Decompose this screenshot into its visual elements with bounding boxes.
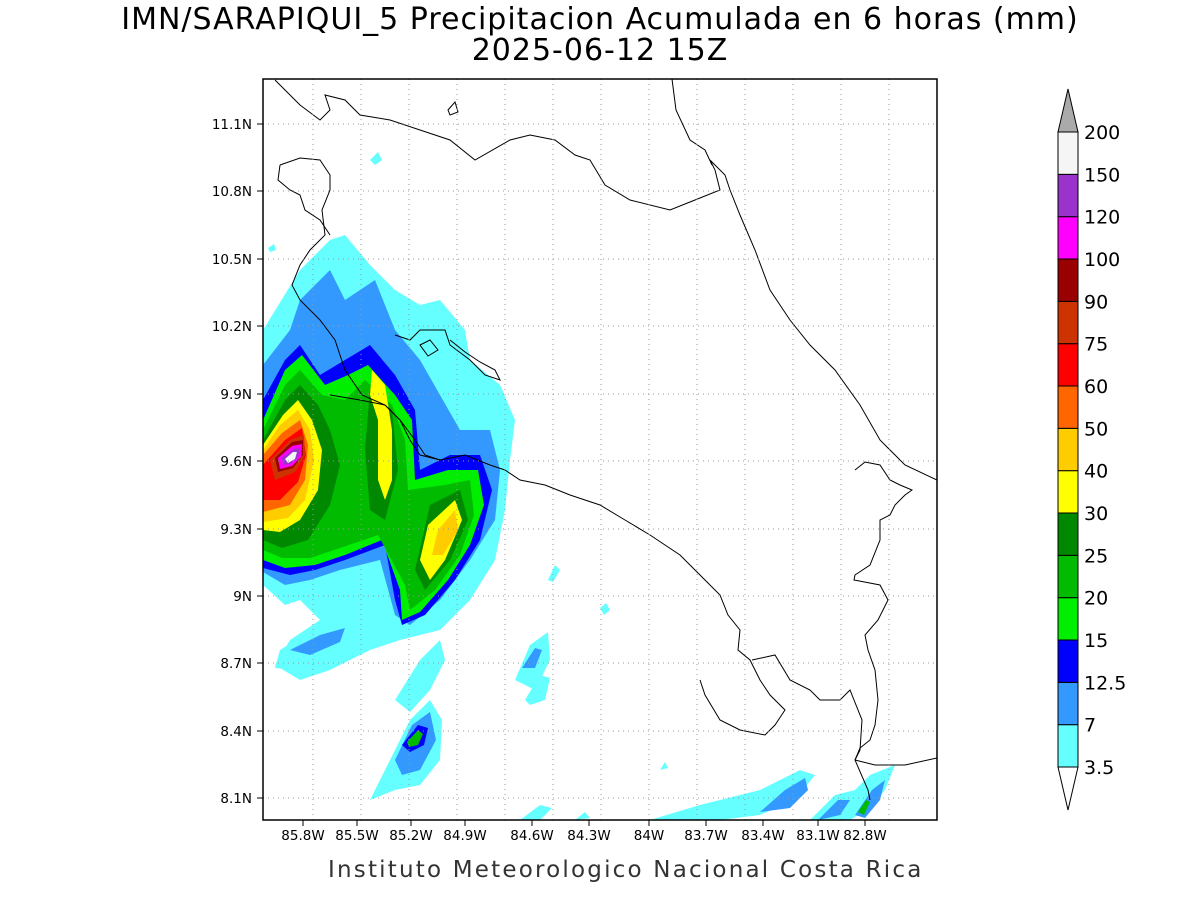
lat-tick-label: 11.1N <box>212 117 252 133</box>
precip-blob-2 <box>548 565 560 582</box>
colorbar-cell <box>1057 724 1079 768</box>
coastline-pacific-north <box>279 157 786 736</box>
colorbar-level-label: 12.5 <box>1084 672 1126 694</box>
colorbar-level-label: 40 <box>1084 461 1108 483</box>
lat-tick-label: 9N <box>233 589 252 605</box>
latitude-labels: 11.1N 10.8N 10.5N 10.2N 9.9N 9.6N 9.3N 9… <box>212 117 252 807</box>
coastlines <box>274 79 937 801</box>
lat-tick-label: 10.8N <box>212 184 252 200</box>
colorbar-cell <box>1057 427 1079 472</box>
coastline-island-2 <box>447 100 459 116</box>
colorbar-labels: 3.5 7 12.5 15 20 25 30 40 50 60 75 90 100 120 150 200 <box>1084 122 1126 779</box>
precip-band-south-1b <box>290 628 345 655</box>
longitude-labels: 85.8W 85.5W 85.2W 84.9W 84.6W 84.3W 84W … <box>281 828 886 844</box>
colorbar-cell <box>1057 470 1079 514</box>
colorbar-top-triangle-icon <box>1057 88 1079 133</box>
precip-band-south-3 <box>395 640 445 712</box>
precip-blob-4 <box>268 244 276 252</box>
lon-tick-label: 84W <box>634 828 665 844</box>
coastline-north-caribbean <box>671 79 713 166</box>
lon-tick-label: 82.8W <box>843 828 886 844</box>
colorbar-level-label: 30 <box>1084 503 1108 525</box>
border-nicaragua-costa-rica <box>329 394 441 461</box>
colorbar-cells <box>1057 131 1079 768</box>
map-title: IMN/SARAPIQUI_5 Precipitacion Acumulada … <box>121 2 1079 37</box>
colorbar-level-label: 90 <box>1084 291 1108 313</box>
colorbar-cell <box>1057 258 1079 302</box>
precip-band-southeast-4 <box>818 780 885 820</box>
coastline-nicaragua-lake <box>274 79 731 211</box>
colorbar-level-label: 100 <box>1084 249 1120 271</box>
precip-band-south-6 <box>520 762 668 820</box>
colorbar-level-label: 60 <box>1084 376 1108 398</box>
lon-tick-label: 84.9W <box>443 828 486 844</box>
lat-tick-label: 9.6N <box>220 454 252 470</box>
precip-band-southeast-3 <box>810 765 895 820</box>
lat-tick-label: 9.9N <box>220 387 252 403</box>
graticule-grid <box>263 79 937 820</box>
colorbar-level-label: 3.5 <box>1084 757 1114 779</box>
colorbar-cell <box>1057 173 1079 218</box>
precip-band-southeast-2 <box>760 778 808 812</box>
precip-band-south-2d <box>407 730 423 747</box>
lon-tick-label: 83.1W <box>796 828 839 844</box>
coastline-gulf-nicoya <box>394 329 501 381</box>
precip-contour-200 <box>285 452 297 463</box>
precip-blob-1 <box>600 603 610 615</box>
colorbar-level-label: 7 <box>1084 715 1096 737</box>
colorbar-cell <box>1057 385 1079 429</box>
precip-band-southeast-5 <box>858 800 870 815</box>
precip-band-south-5 <box>525 675 550 705</box>
lon-tick-label: 85.8W <box>281 828 324 844</box>
coastline-nicoya <box>277 164 331 236</box>
lat-tick-label: 8.1N <box>220 791 252 807</box>
colorbar-level-label: 15 <box>1084 630 1108 652</box>
lat-tick-label: 9.3N <box>220 522 252 538</box>
colorbar-cell <box>1057 554 1079 599</box>
footer-credit: Instituto Meteorologico Nacional Costa R… <box>328 857 924 883</box>
colorbar-level-label: 50 <box>1084 418 1108 440</box>
lon-tick-label: 85.5W <box>335 828 378 844</box>
colorbar-cell <box>1057 639 1079 683</box>
precip-band-south-4b <box>522 648 542 668</box>
colorbar-level-label: 75 <box>1084 334 1108 356</box>
map-subtitle: 2025-06-12 15Z <box>471 33 729 68</box>
colorbar-level-label: 20 <box>1084 588 1108 610</box>
lat-tick-label: 8.7N <box>220 656 252 672</box>
colorbar-bottom-triangle-icon <box>1057 766 1079 811</box>
colorbar-cell <box>1057 216 1079 260</box>
colorbar-level-label: 150 <box>1084 164 1120 186</box>
lon-tick-label: 84.3W <box>567 828 610 844</box>
plot-frame <box>262 78 938 821</box>
colorbar-level-label: 25 <box>1084 545 1108 567</box>
precip-blob-3 <box>370 152 382 165</box>
lat-tick-label: 10.5N <box>212 252 252 268</box>
lat-tick-label: 8.4N <box>220 724 252 740</box>
colorbar-cell <box>1057 343 1079 387</box>
lon-tick-label: 83.4W <box>741 828 784 844</box>
lon-tick-label: 85.2W <box>389 828 432 844</box>
lat-tick-label: 10.2N <box>212 319 252 335</box>
axis-ticks <box>257 123 866 826</box>
precip-contour-30 <box>263 370 462 580</box>
coastline-panama-south <box>854 757 937 766</box>
colorbar-cell <box>1057 597 1079 641</box>
colorbar-cell <box>1057 681 1079 726</box>
colorbar-cell <box>1057 512 1079 556</box>
lon-tick-label: 84.6W <box>510 828 553 844</box>
lon-tick-label: 83.7W <box>684 828 727 844</box>
coastline-caribbean <box>729 189 937 481</box>
colorbar-level-label: 120 <box>1084 207 1120 229</box>
border-costa-rica-panama <box>853 461 914 761</box>
colorbar-cell <box>1057 300 1079 345</box>
precipitation-field <box>263 152 895 820</box>
coastline-osa <box>751 654 871 801</box>
colorbar: 3.5 7 12.5 15 20 25 30 40 50 60 75 90 100 120 150 200 <box>1057 88 1126 811</box>
precip-contour-40 <box>263 410 458 555</box>
colorbar-level-label: 200 <box>1084 122 1120 144</box>
coastline-island-1 <box>419 339 439 357</box>
colorbar-cell <box>1057 131 1079 175</box>
